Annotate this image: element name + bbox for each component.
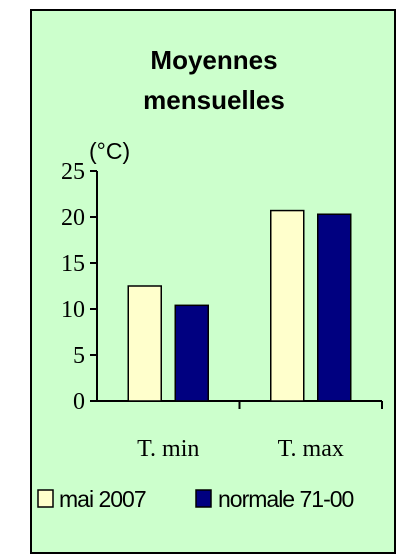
- y-tick-label: 10: [61, 297, 85, 323]
- chart-title-line-2: mensuelles: [143, 85, 285, 115]
- legend-label: mai 2007: [59, 486, 146, 512]
- y-tick-label: 25: [61, 159, 85, 185]
- y-tick-label: 0: [73, 389, 85, 415]
- chart: Moyennes mensuelles (°C) 0 5 10 15 20 25 T. mi…: [37, 45, 383, 512]
- y-axis-unit-label: (°C): [89, 138, 130, 164]
- bar-normale-71-00-t-min: [174, 304, 209, 402]
- bar-mai-2007-t-max: [270, 209, 305, 402]
- bars: [127, 209, 352, 402]
- bar-normale-71-00-t-max: [317, 213, 352, 402]
- y-tick-label: 15: [61, 251, 85, 277]
- bar-mai-2007-t-min: [127, 285, 162, 402]
- chart-frame: Moyennes mensuelles (°C) 0 5 10 15 20 25 T. mi…: [30, 9, 396, 554]
- x-category-label: T. min: [137, 436, 199, 462]
- legend-swatch: [37, 489, 54, 508]
- legend-label: normale 71-00: [218, 486, 354, 512]
- y-tick-label: 5: [73, 343, 85, 369]
- y-tick-label: 20: [61, 205, 85, 231]
- axes: 0 5 10 15 20 25 T. min T. max: [61, 159, 383, 462]
- legend-swatch: [195, 489, 212, 508]
- chart-title-line-1: Moyennes: [150, 45, 277, 75]
- x-category-label: T. max: [278, 436, 344, 462]
- legend: mai 2007 normale 71-00: [37, 486, 355, 512]
